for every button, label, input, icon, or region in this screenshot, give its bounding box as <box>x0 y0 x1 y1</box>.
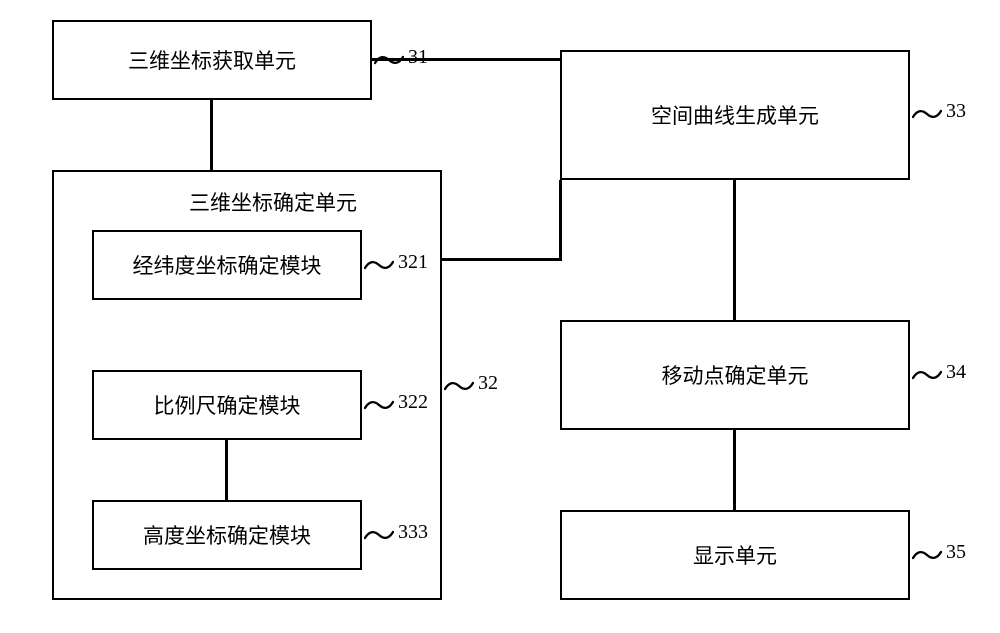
node-label: 经纬度坐标确定模块 <box>133 250 322 280</box>
ref-321: 321 <box>398 251 428 274</box>
edge-34-35 <box>733 430 736 510</box>
node-display-unit: 显示单元 <box>560 510 910 600</box>
ref-32: 32 <box>478 372 498 395</box>
node-label: 三维坐标获取单元 <box>128 45 296 75</box>
tilde-icon <box>364 399 394 411</box>
node-label: 移动点确定单元 <box>662 360 809 390</box>
ref-31: 31 <box>408 46 428 69</box>
edge-32-33-h <box>442 258 562 261</box>
ref-322: 322 <box>398 391 428 414</box>
node-label: 高度坐标确定模块 <box>143 520 311 550</box>
node-label: 空间曲线生成单元 <box>651 100 819 130</box>
diagram-canvas: { "type": "flowchart", "background_color… <box>0 0 1000 633</box>
tilde-icon <box>912 108 942 120</box>
node-latlon-coord-module: 经纬度坐标确定模块 <box>92 230 362 300</box>
edge-33-34 <box>733 180 736 320</box>
node-label: 比例尺确定模块 <box>154 390 301 420</box>
ref-34: 34 <box>946 361 966 384</box>
edge-322-333 <box>225 440 228 500</box>
tilde-icon <box>364 529 394 541</box>
node-scale-module: 比例尺确定模块 <box>92 370 362 440</box>
node-space-curve-gen-unit: 空间曲线生成单元 <box>560 50 910 180</box>
node-height-coord-module: 高度坐标确定模块 <box>92 500 362 570</box>
container-title: 三维坐标确定单元 <box>189 187 357 217</box>
node-moving-point-unit: 移动点确定单元 <box>560 320 910 430</box>
tilde-icon <box>444 380 474 392</box>
tilde-icon <box>912 369 942 381</box>
node-label: 显示单元 <box>693 540 777 570</box>
ref-35: 35 <box>946 541 966 564</box>
ref-333: 333 <box>398 521 428 544</box>
tilde-icon <box>374 54 404 66</box>
ref-33: 33 <box>946 100 966 123</box>
node-3d-coord-acquire-unit: 三维坐标获取单元 <box>52 20 372 100</box>
tilde-icon <box>912 549 942 561</box>
edge-31-32 <box>210 100 213 170</box>
edge-32-33-v <box>559 180 562 261</box>
tilde-icon <box>364 259 394 271</box>
